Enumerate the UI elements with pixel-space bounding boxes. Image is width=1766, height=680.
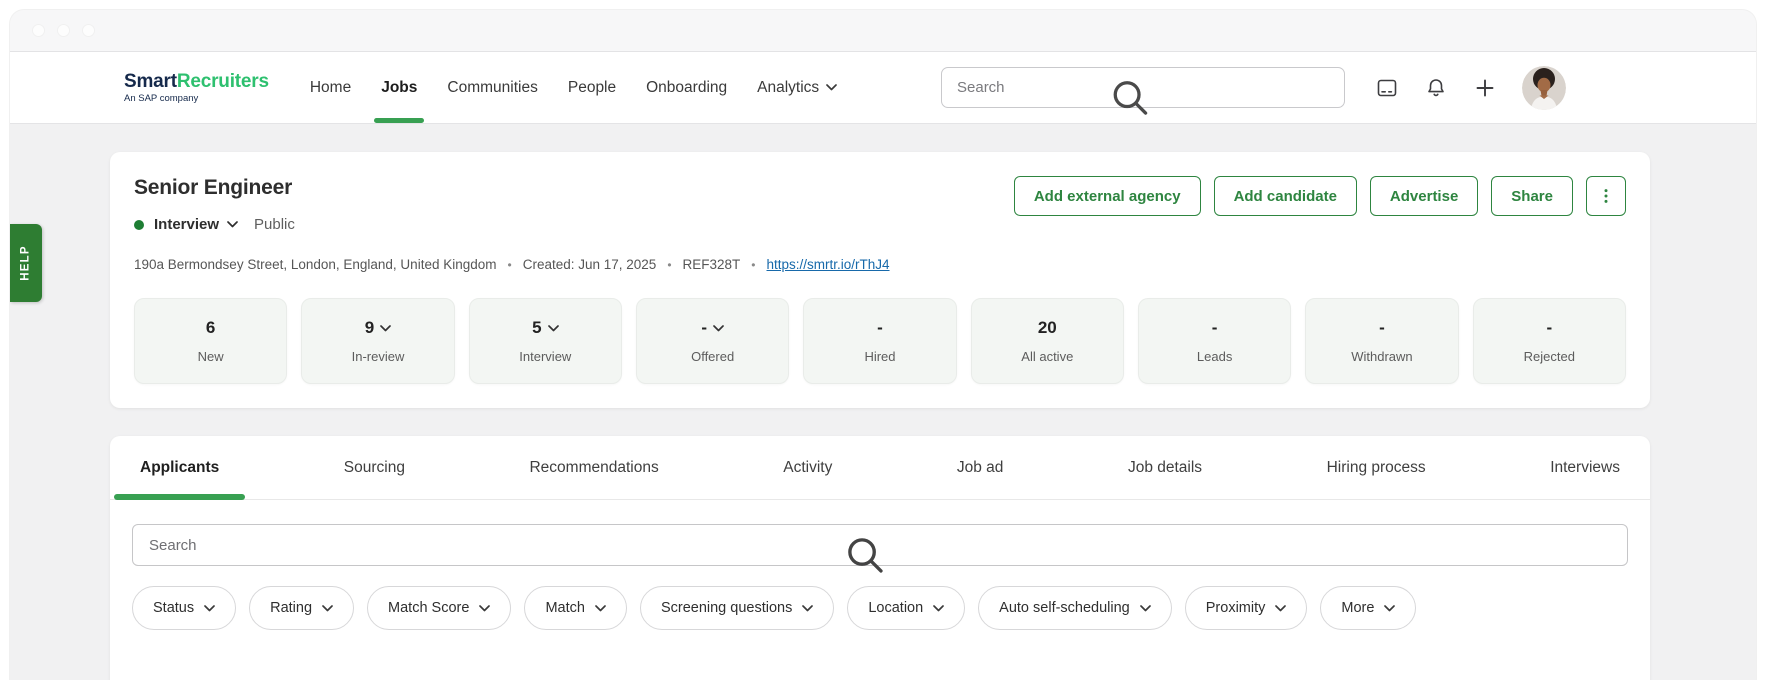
chevron-down-icon	[380, 324, 392, 331]
filter-location[interactable]: Location	[847, 586, 966, 630]
filter-chip-row: Status Rating Match Score Match Screenin…	[132, 586, 1628, 630]
tab-activity[interactable]: Activity	[783, 458, 833, 476]
job-created-date: Created: Jun 17, 2025	[522, 257, 657, 272]
applicants-search	[132, 524, 1628, 573]
tab-hiring-process[interactable]: Hiring process	[1326, 458, 1426, 476]
window-close-button[interactable]	[32, 24, 45, 37]
chevron-down-icon	[802, 604, 814, 611]
job-location: 190a Bermondsey Street, London, England,…	[134, 257, 497, 272]
filter-auto-self-scheduling[interactable]: Auto self-scheduling	[978, 586, 1172, 630]
nav-item-people[interactable]: People	[567, 78, 617, 96]
app-window: SmartRecruiters An SAP company Home Jobs…	[10, 10, 1756, 680]
tab-row: Applicants Sourcing Recommendations Acti…	[110, 436, 1650, 500]
notifications-bell-icon[interactable]	[1424, 76, 1448, 100]
tab-recommendations[interactable]: Recommendations	[529, 458, 659, 476]
stat-pill-all-active[interactable]: 20 All active	[970, 298, 1124, 384]
job-meta-row: 190a Bermondsey Street, London, England,…	[134, 257, 1626, 272]
chevron-down-icon	[204, 604, 215, 611]
job-reference-id: REF328T	[682, 257, 741, 272]
job-visibility-label: Public	[254, 216, 295, 233]
header-icons	[1375, 65, 1566, 110]
smartrecruiters-logo[interactable]: SmartRecruiters An SAP company	[124, 72, 269, 104]
kebab-menu-icon	[1604, 189, 1608, 203]
main-nav: Home Jobs Communities People Onboarding …	[295, 52, 852, 123]
tab-interviews[interactable]: Interviews	[1550, 458, 1620, 476]
job-detail-tabs-card: Applicants Sourcing Recommendations Acti…	[110, 436, 1650, 680]
tab-job-ad[interactable]: Job ad	[956, 458, 1004, 476]
chevron-down-icon	[713, 324, 724, 331]
job-title-block: Senior Engineer Interview Public	[134, 176, 295, 233]
global-search-input[interactable]	[941, 67, 1345, 108]
job-status-dropdown[interactable]: Interview	[154, 216, 238, 233]
chevron-down-icon	[227, 221, 238, 228]
chevron-down-icon	[322, 604, 333, 611]
chevron-down-icon	[1139, 604, 1151, 611]
chevron-down-icon	[1275, 604, 1287, 611]
filter-proximity[interactable]: Proximity	[1184, 586, 1308, 630]
stat-pill-rejected[interactable]: - Rejected	[1472, 298, 1626, 384]
stat-pill-hired[interactable]: - Hired	[803, 298, 957, 384]
meta-separator: •	[667, 257, 672, 272]
help-tab[interactable]: HELP	[10, 224, 42, 302]
window-chrome-bar	[10, 10, 1756, 52]
user-avatar[interactable]	[1522, 65, 1566, 110]
job-header-card: Senior Engineer Interview Public Add ext…	[110, 152, 1650, 408]
search-icon[interactable]	[117, 534, 1613, 576]
add-external-agency-button[interactable]: Add external agency	[1013, 176, 1201, 216]
share-button[interactable]: Share	[1491, 176, 1573, 216]
page-body: Senior Engineer Interview Public Add ext…	[10, 124, 1756, 680]
stat-pill-offered[interactable]: - Offered	[635, 298, 790, 384]
logo-wordmark: SmartRecruiters	[124, 70, 269, 92]
filter-rating[interactable]: Rating	[249, 586, 355, 630]
tab-job-details[interactable]: Job details	[1127, 458, 1203, 476]
job-title: Senior Engineer	[134, 176, 293, 199]
inbox-icon[interactable]	[1375, 76, 1399, 100]
global-search	[941, 67, 1345, 115]
nav-item-communities[interactable]: Communities	[447, 78, 538, 96]
meta-separator: •	[751, 257, 756, 272]
filter-match[interactable]: Match	[524, 586, 627, 630]
advertise-button[interactable]: Advertise	[1369, 176, 1479, 216]
chevron-down-icon	[1384, 604, 1396, 611]
filter-status[interactable]: Status	[132, 586, 237, 630]
chevron-down-icon	[933, 604, 945, 611]
nav-item-home[interactable]: Home	[309, 78, 352, 96]
nav-item-onboarding[interactable]: Onboarding	[646, 78, 728, 96]
nav-item-analytics[interactable]: Analytics	[742, 52, 852, 123]
tab-sourcing[interactable]: Sourcing	[343, 458, 405, 476]
search-icon[interactable]	[928, 77, 1332, 118]
stat-pill-new[interactable]: 6 New	[134, 298, 288, 384]
filter-more[interactable]: More	[1320, 586, 1417, 630]
top-nav-bar: SmartRecruiters An SAP company Home Jobs…	[10, 52, 1756, 124]
filter-screening-questions[interactable]: Screening questions	[639, 586, 835, 630]
add-plus-icon[interactable]	[1473, 76, 1497, 100]
stat-pill-in-review[interactable]: 9 In-review	[301, 298, 455, 384]
stat-pill-withdrawn[interactable]: - Withdrawn	[1305, 298, 1459, 384]
chevron-down-icon	[826, 84, 838, 91]
chevron-down-icon	[595, 604, 606, 611]
chevron-down-icon	[547, 324, 559, 331]
tab-applicants[interactable]: Applicants	[114, 436, 246, 500]
filter-match-score[interactable]: Match Score	[367, 586, 512, 630]
job-actions: Add external agency Add candidate Advert…	[1013, 176, 1626, 216]
chevron-down-icon	[479, 604, 491, 611]
window-minimize-button[interactable]	[57, 24, 70, 37]
nav-item-jobs[interactable]: Jobs	[366, 52, 432, 123]
logo-tagline: An SAP company	[124, 92, 199, 104]
add-candidate-button[interactable]: Add candidate	[1213, 176, 1357, 216]
more-actions-kebab-button[interactable]	[1586, 176, 1626, 216]
stat-pill-interview[interactable]: 5 Interview	[468, 298, 622, 384]
meta-separator: •	[507, 257, 512, 272]
window-zoom-button[interactable]	[82, 24, 95, 37]
stat-pill-leads[interactable]: - Leads	[1137, 298, 1292, 384]
status-dot-icon	[134, 219, 144, 230]
applicants-search-input[interactable]	[132, 524, 1628, 566]
job-short-link[interactable]: https://smrtr.io/rThJ4	[766, 257, 890, 272]
pipeline-stats-row: 6 New 9 In-review 5 Interview - Offered	[134, 298, 1626, 384]
